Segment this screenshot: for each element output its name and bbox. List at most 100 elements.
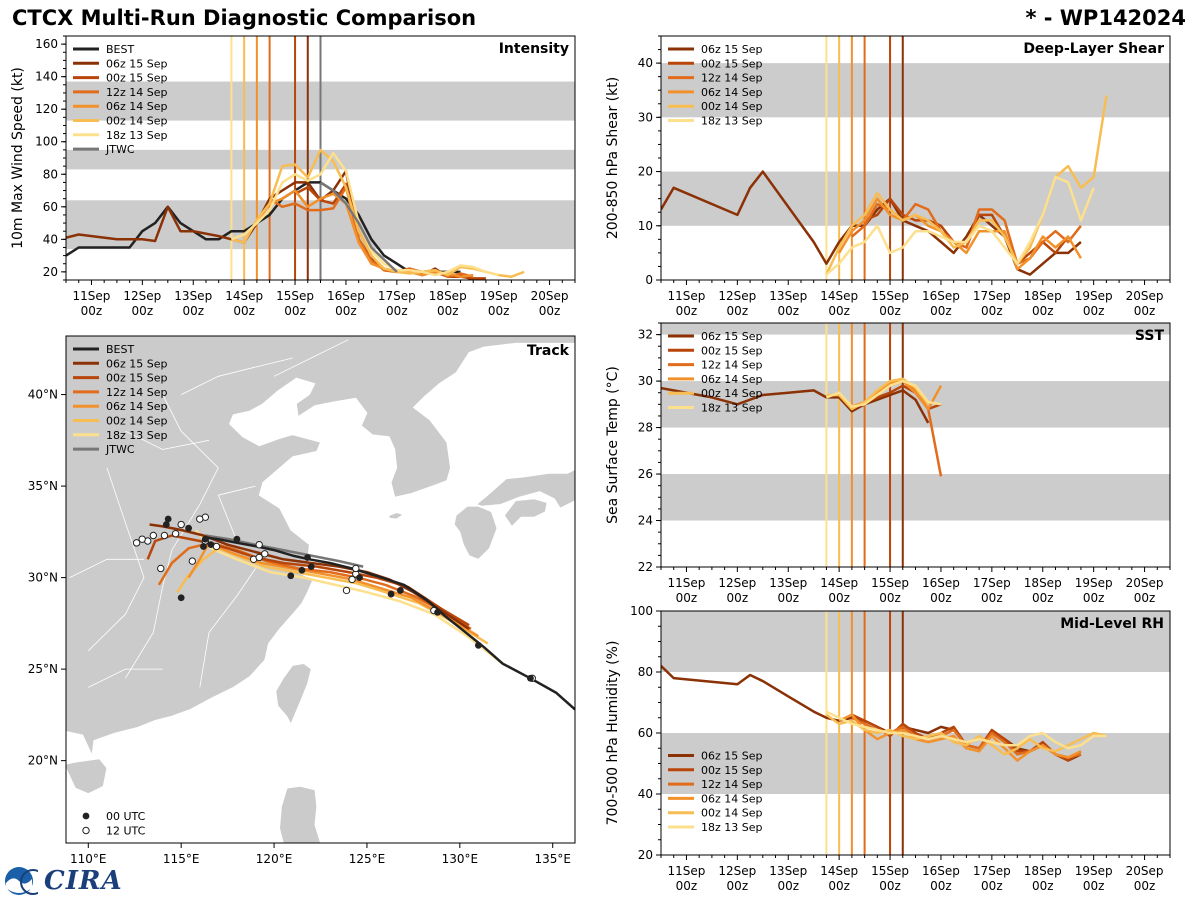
legend-label-00z-14-sep: 00z 14 Sep	[701, 387, 763, 400]
panel-title: Intensity	[499, 41, 569, 57]
panel-intensity: 2040608010012014016011Sep00z12Sep00z13Se…	[10, 35, 576, 318]
track-point-12utc	[177, 520, 185, 529]
x-tick-label-day: 17Sep	[378, 289, 416, 303]
x-tick-label-hour: 00z	[981, 591, 1003, 605]
x-tick-label-day: 18Sep	[1024, 864, 1062, 878]
track-point-00utc	[307, 563, 315, 571]
land-taiwan	[275, 663, 312, 725]
legend-label-06z-14-sep: 06z 14 Sep	[701, 86, 763, 99]
legend-label-00z-15-sep: 00z 15 Sep	[106, 372, 168, 385]
legend-label-06z-14-sep: 06z 14 Sep	[701, 373, 763, 386]
x-tick-label-hour: 00z	[777, 591, 799, 605]
x-tick-label-hour: 00z	[777, 304, 799, 318]
x-tick-label-day: 14Sep	[820, 864, 858, 878]
x-tick-label-hour: 00z	[539, 304, 561, 318]
map-area	[66, 336, 575, 843]
x-tick-label-day: 19Sep	[1075, 576, 1113, 590]
y-tick-label: 10	[638, 219, 653, 233]
x-tick-label-hour: 00z	[879, 304, 901, 318]
y-tick-label: 20	[638, 165, 653, 179]
marker-legend-open	[82, 826, 90, 835]
lon-tick-label: 130°E	[442, 852, 479, 866]
track-point-00utc	[287, 572, 295, 580]
x-tick-label-day: 15Sep	[871, 576, 909, 590]
x-tick-label-day: 11Sep	[668, 289, 706, 303]
series-group	[66, 148, 525, 280]
x-tick-label-hour: 00z	[828, 591, 850, 605]
track-point-00utc	[298, 566, 306, 574]
series-line-00z-14-sep	[825, 713, 1107, 756]
x-tick-label-hour: 00z	[182, 304, 204, 318]
province-border-5	[69, 558, 144, 578]
x-tick-label-hour: 00z	[727, 304, 749, 318]
y-tick-label: 40	[43, 232, 58, 246]
track-point-00utc	[201, 535, 209, 543]
lon-tick-label: 135°E	[534, 852, 571, 866]
legend-label-12z-14-sep: 12z 14 Sep	[106, 386, 168, 399]
y-axis-label: Sea Surface Temp (°C)	[605, 366, 621, 524]
x-tick-label-hour: 00z	[828, 879, 850, 893]
noaa-logo-icon	[5, 867, 38, 895]
series-line-06z-14-sep	[838, 197, 1082, 271]
legend-label-06z-15-sep: 06z 15 Sep	[701, 43, 763, 56]
legend-label-18z-13-sep: 18z 13 Sep	[701, 402, 763, 415]
land-luzon	[279, 785, 321, 843]
axes-frame	[65, 335, 576, 844]
legend-label-12z-14-sep: 12z 14 Sep	[701, 778, 763, 791]
track-point-12utc	[261, 550, 269, 558]
legend-label-18z-13-sep: 18z 13 Sep	[701, 115, 763, 128]
y-tick-label: 28	[638, 421, 653, 435]
track-point-00utc	[177, 594, 185, 602]
x-tick-label-day: 13Sep	[174, 289, 212, 303]
series-line-18z-13-sep	[825, 710, 1107, 750]
legend-label-06z-14-sep: 06z 14 Sep	[106, 100, 168, 113]
panel-title: Track	[527, 343, 570, 359]
y-tick-label: 32	[638, 328, 653, 342]
track-point-00utc	[356, 574, 363, 582]
y-tick-label: 40	[638, 56, 653, 70]
y-tick-label: 120	[35, 102, 58, 116]
x-tick-label-day: 19Sep	[1075, 289, 1113, 303]
x-tick-label-hour: 00z	[930, 591, 952, 605]
noaa-cira-logo: CIRA	[4, 866, 123, 896]
x-tick-label-hour: 00z	[981, 304, 1003, 318]
y-axis-label: 700-500 hPa Humidity (%)	[605, 641, 621, 826]
province-border-2	[88, 467, 145, 652]
province-border-8	[125, 430, 210, 450]
legend-label-06z-14-sep: 06z 14 Sep	[106, 400, 168, 413]
x-tick-label-hour: 00z	[1032, 304, 1054, 318]
y-tick-label: 24	[638, 514, 653, 528]
lat-tick-label: 20°N	[28, 754, 58, 768]
x-tick-label-day: 17Sep	[973, 289, 1011, 303]
panel-rh: 2040608010011Sep00z12Sep00z13Sep00z14Sep…	[605, 604, 1171, 893]
shade-band-0	[661, 474, 1170, 521]
track-line-jtwc	[205, 534, 364, 568]
track-line-06z-14-sep	[187, 541, 480, 638]
x-tick-label-day: 18Sep	[429, 289, 467, 303]
x-tick-label-day: 13Sep	[769, 289, 807, 303]
x-tick-label-day: 16Sep	[922, 289, 960, 303]
y-tick-label: 40	[638, 787, 653, 801]
y-tick-label: 0	[645, 273, 653, 287]
x-tick-label-hour: 00z	[981, 879, 1003, 893]
track-point-00utc	[164, 515, 172, 523]
x-tick-label-hour: 00z	[1134, 591, 1156, 605]
marker-legend-filled	[82, 812, 90, 820]
x-tick-label-day: 17Sep	[973, 576, 1011, 590]
legend-label-06z-15-sep: 06z 15 Sep	[701, 330, 763, 343]
series-line-jtwc	[319, 181, 398, 273]
x-tick-label-day: 18Sep	[1024, 289, 1062, 303]
legend-label-00z-14-sep: 00z 14 Sep	[701, 807, 763, 820]
series-line-18z-13-sep	[825, 379, 942, 408]
x-tick-label-day: 13Sep	[769, 864, 807, 878]
x-tick-label-hour: 00z	[284, 304, 306, 318]
x-tick-label-hour: 00z	[727, 591, 749, 605]
lat-tick-label: 35°N	[28, 479, 58, 493]
x-tick-label-day: 16Sep	[327, 289, 365, 303]
y-tick-label: 60	[638, 726, 653, 740]
legend-label-00z-15-sep: 00z 15 Sep	[701, 764, 763, 777]
x-tick-label-day: 16Sep	[922, 864, 960, 878]
x-tick-label-hour: 00z	[488, 304, 510, 318]
x-tick-label-day: 15Sep	[871, 864, 909, 878]
y-tick-label: 80	[638, 665, 653, 679]
